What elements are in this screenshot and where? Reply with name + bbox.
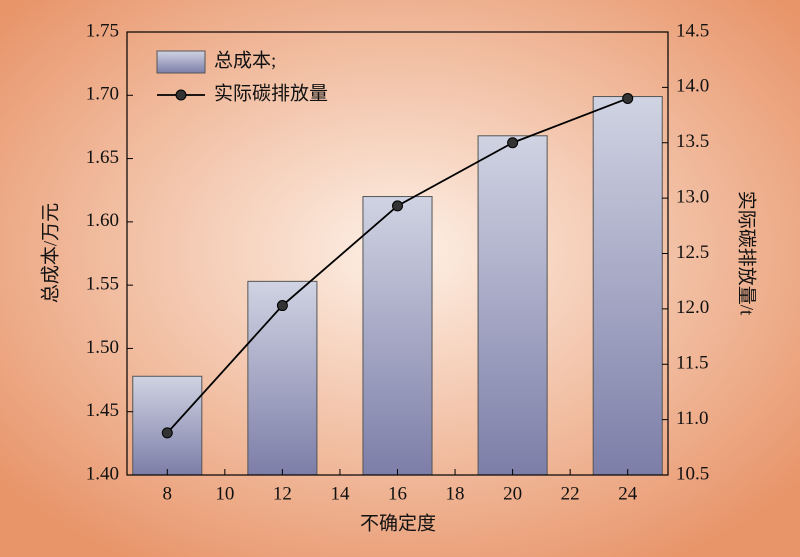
line-point: [161, 427, 173, 439]
y-tick-label: 1.70: [86, 84, 119, 105]
y2-axis-label: 实际碳排放量/t: [736, 191, 758, 316]
x-axis-label: 不确定度: [360, 512, 436, 534]
y2-tick-label: 14.0: [676, 76, 709, 97]
x-tick-label: 24: [618, 483, 638, 504]
bar: [132, 375, 203, 476]
y-tick-label: 1.60: [86, 210, 119, 231]
y2-tick-label: 12.0: [676, 297, 709, 318]
x-tick-label: 16: [388, 483, 407, 504]
y2-tick-label: 13.0: [676, 186, 709, 207]
y2-tick-label: 14.5: [676, 20, 709, 41]
y-tick-label: 1.40: [86, 463, 119, 484]
line-point: [392, 200, 403, 212]
legend-label: 实际碳排放量: [214, 82, 328, 104]
x-tick-label: 18: [446, 483, 465, 504]
x-tick-label: 14: [330, 483, 350, 504]
line-point: [507, 137, 519, 149]
legend-label: 总成本;: [214, 49, 276, 71]
x-tick-label: 20: [503, 483, 522, 504]
bar: [247, 280, 318, 476]
y-tick-label: 1.55: [86, 274, 119, 295]
y-tick-label: 1.65: [86, 147, 119, 168]
y2-tick-label: 10.5: [676, 463, 709, 484]
line-point: [276, 300, 288, 312]
x-tick-label: 22: [561, 483, 580, 504]
y2-tick-label: 11.0: [676, 408, 709, 429]
y2-tick-label: 11.5: [676, 353, 709, 374]
x-tick-label: 10: [215, 483, 234, 504]
y-tick-label: 1.75: [86, 20, 119, 41]
bar: [477, 135, 548, 476]
legend-swatch: [156, 50, 206, 74]
y-tick-label: 1.50: [86, 337, 119, 358]
bar: [592, 96, 663, 476]
legend-marker: [175, 89, 187, 101]
y2-tick-label: 13.5: [676, 131, 709, 152]
y2-tick-label: 12.5: [676, 242, 709, 263]
x-tick-label: 12: [273, 483, 292, 504]
bar: [362, 196, 433, 476]
y-tick-label: 1.45: [86, 400, 119, 421]
x-tick-label: 8: [163, 483, 173, 504]
y-axis-label: 总成本/万元: [39, 203, 61, 303]
line-point: [622, 92, 634, 104]
